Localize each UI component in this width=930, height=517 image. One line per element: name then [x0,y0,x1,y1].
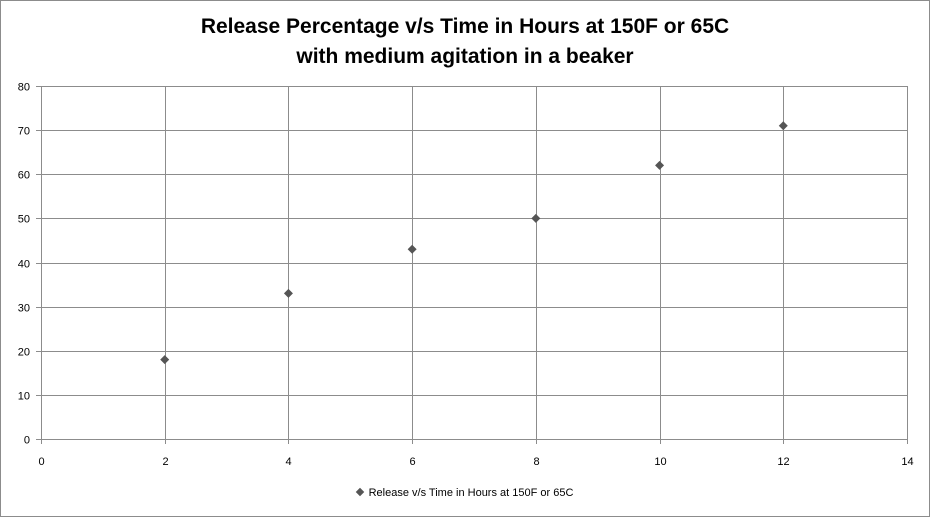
chart-title-line-1: Release Percentage v/s Time in Hours at … [200,15,730,38]
y-tick-label: 60 [18,170,30,182]
data-point [531,213,541,223]
x-tick-label: 0 [38,456,44,468]
y-tick-label: 50 [18,214,30,226]
data-point [283,288,293,298]
y-tick-label: 0 [24,435,30,447]
legend-label: Release v/s Time in Hours at 150F or 65C [368,487,574,499]
data-points [160,121,788,365]
y-tick-label: 30 [18,303,30,315]
data-point [407,244,417,254]
x-tick-label: 4 [285,456,291,468]
y-tick-label: 40 [18,259,30,271]
y-tick-label: 80 [18,82,30,94]
x-tick-label: 12 [777,456,789,468]
x-tick-label: 8 [533,456,539,468]
data-point [655,160,665,170]
legend-diamond-marker [355,487,364,497]
x-tick-label: 14 [901,456,913,468]
y-tick-label: 70 [18,126,30,138]
y-tick-label: 10 [18,391,30,403]
chart-title-line-2: with medium agitation in a beaker [296,45,634,68]
grid-lines [41,86,908,439]
y-tick-label: 20 [18,347,30,359]
axes [36,86,908,444]
chart-title: Release Percentage v/s Time in Hours at … [0,12,930,72]
data-point [160,355,170,365]
legend: Release v/s Time in Hours at 150F or 65C [0,487,930,499]
x-tick-labels: 0 2 4 6 8 10 12 14 [38,456,913,468]
data-point [778,121,788,131]
x-tick-label: 2 [162,456,168,468]
x-tick-label: 6 [409,456,415,468]
x-tick-label: 10 [654,456,666,468]
y-tick-labels: 0 10 20 30 40 50 60 70 80 [18,82,30,447]
